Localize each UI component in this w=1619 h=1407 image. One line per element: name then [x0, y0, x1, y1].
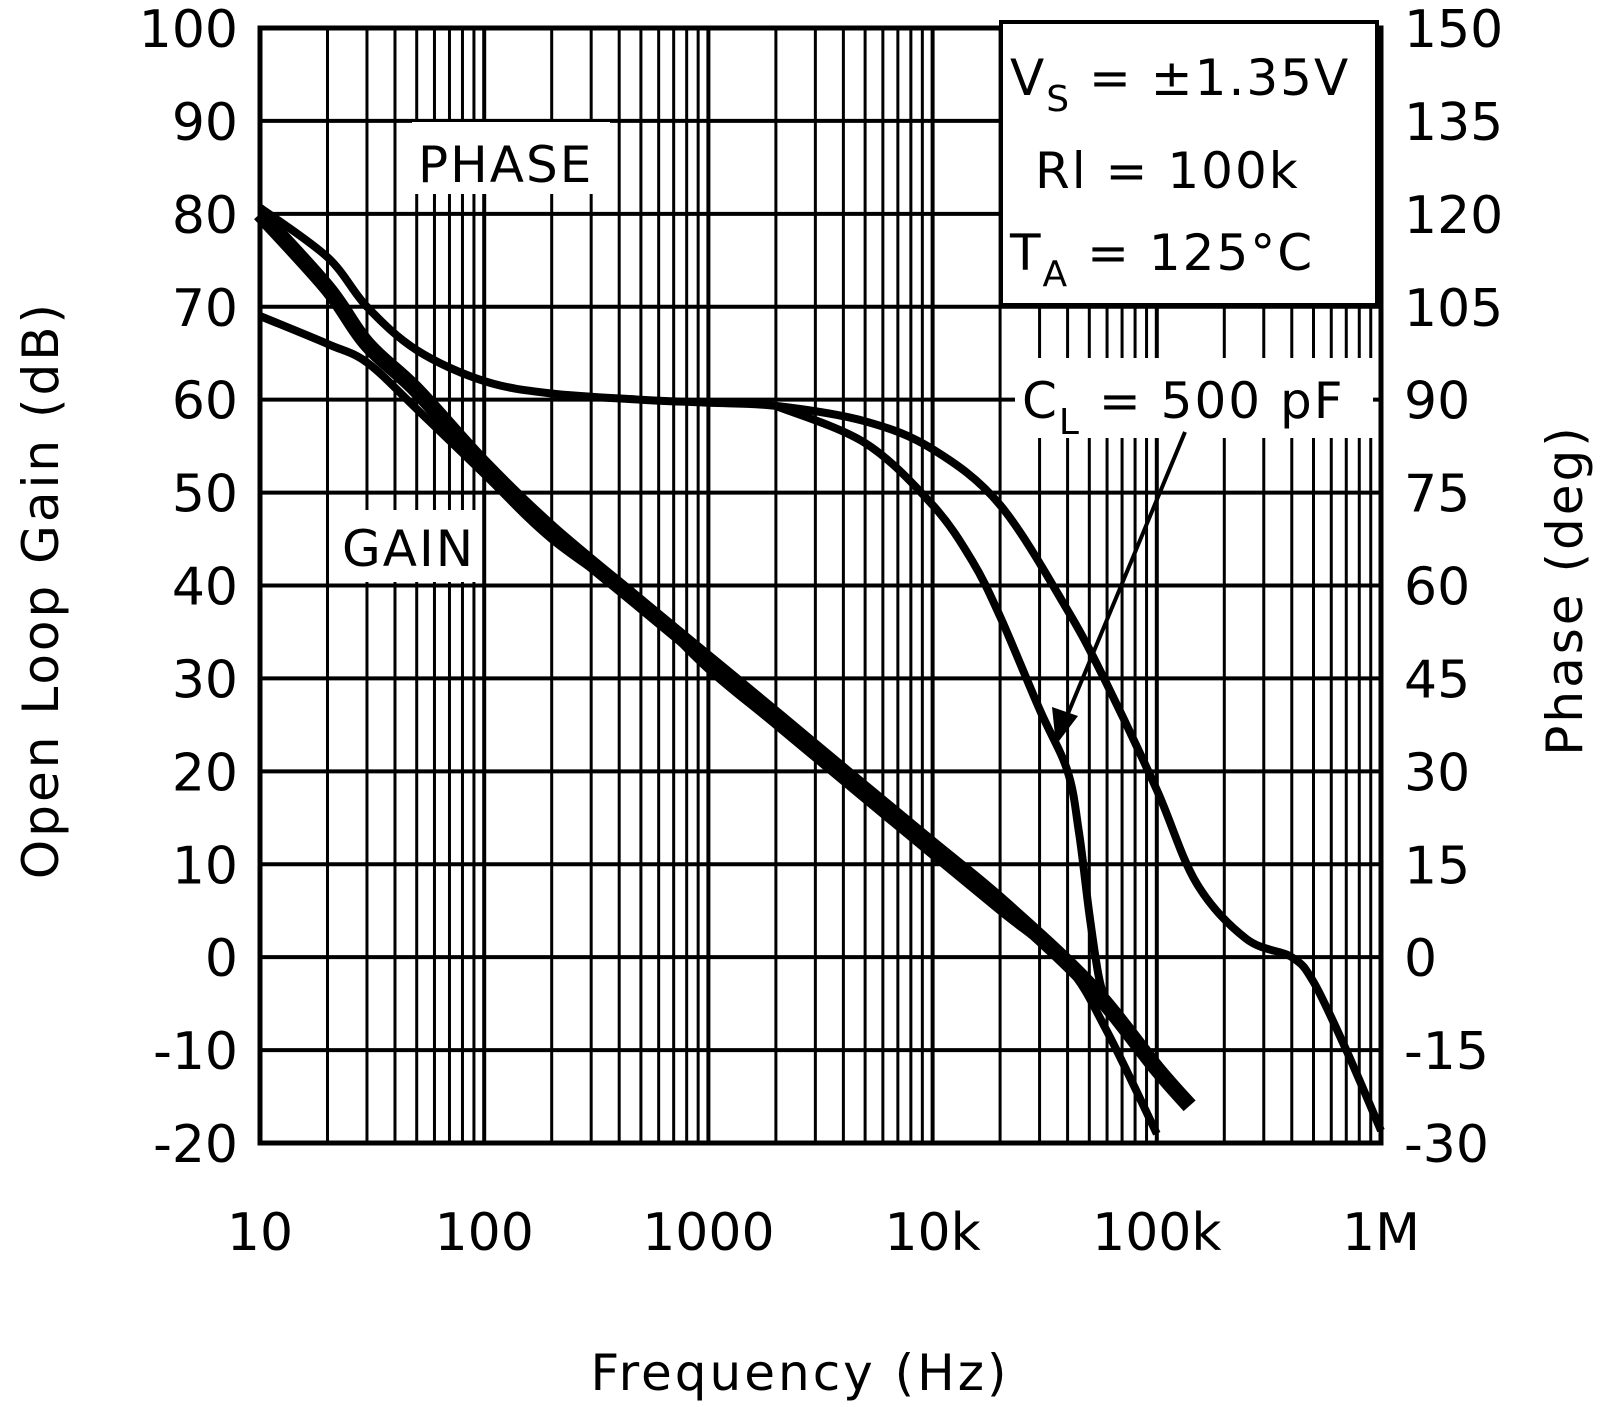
- x-tick-label: 100: [435, 1203, 534, 1263]
- y-left-tick-label: 20: [172, 743, 238, 803]
- series-phase-line-2: [257, 204, 1385, 1133]
- x-axis-title: Frequency (Hz): [590, 1344, 1009, 1402]
- y-right-tick-label: 75: [1404, 465, 1470, 525]
- x-tick-label: 1000: [642, 1203, 774, 1263]
- y-right-tick-label: 105: [1404, 279, 1503, 339]
- conditions-line-2: Rl = 100k: [1035, 142, 1300, 200]
- y-right-tick-label: 90: [1404, 372, 1470, 432]
- y-left-tick-label: 60: [172, 372, 238, 432]
- cl-arrow-head: [1052, 707, 1078, 745]
- y-right-tick-label: -15: [1404, 1022, 1489, 1082]
- y-left-tick-label: 40: [172, 558, 238, 618]
- series-gain-line-0: [254, 208, 1196, 1112]
- y-right-tick-label: 60: [1404, 558, 1470, 618]
- series-phase-line-3: [774, 402, 1111, 1008]
- y-left-tick-label: 70: [172, 279, 238, 339]
- y-right-tick-label: 0: [1404, 929, 1437, 989]
- tick-labels: 10 100 1000 10k 100k 1M1009080706050403020100…: [139, 0, 1504, 1263]
- y-left-tick-label: -20: [153, 1115, 238, 1175]
- y-left-tick-label: 30: [172, 650, 238, 710]
- conditions-box: [999, 20, 1379, 307]
- y-left-tick-label: 100: [139, 0, 238, 60]
- annotations: PHASE GAIN VS = ±1.35V Rl = 100k TA = 12…: [336, 20, 1379, 745]
- gain-label: GAIN: [342, 520, 475, 578]
- x-tick-label: 100k: [1092, 1203, 1221, 1263]
- y-left-tick-label: -10: [153, 1022, 238, 1082]
- y-right-tick-label: 120: [1404, 186, 1503, 246]
- cl-label: CL = 500 pF: [1022, 372, 1345, 443]
- conditions-line-3: TA = 125°C: [1009, 224, 1314, 295]
- series-group: [254, 204, 1385, 1136]
- y-right-tick-label: -30: [1404, 1115, 1489, 1175]
- y-left-tick-label: 0: [205, 929, 238, 989]
- plot-frame: [257, 25, 1384, 1146]
- y-left-tick-label: 90: [172, 93, 238, 153]
- x-tick-label: 10k: [884, 1203, 980, 1263]
- y-right-tick-label: 45: [1404, 650, 1470, 710]
- y-right-axis-title: Phase (deg): [1536, 424, 1594, 755]
- cl-arrow-shaft: [1060, 431, 1187, 729]
- conditions-line-1: VS = ±1.35V: [1010, 49, 1350, 120]
- gain-label-bg: [336, 510, 476, 582]
- y-right-tick-label: 15: [1404, 836, 1470, 896]
- phase-label: PHASE: [418, 136, 593, 194]
- y-right-tick-label: 30: [1404, 743, 1470, 803]
- y-right-tick-label: 150: [1404, 0, 1503, 60]
- y-left-tick-label: 80: [172, 186, 238, 246]
- y-right-tick-label: 135: [1404, 93, 1503, 153]
- cl-label-bg: [1015, 358, 1373, 438]
- series-gain-line-1: [258, 312, 1161, 1136]
- y-left-tick-label: 10: [172, 836, 238, 896]
- y-left-axis-title: Open Loop Gain (dB): [12, 301, 70, 879]
- x-tick-label: 10: [227, 1203, 293, 1263]
- x-tick-label: 1M: [1342, 1203, 1420, 1263]
- y-left-tick-label: 50: [172, 465, 238, 525]
- phase-label-bg: [412, 122, 610, 194]
